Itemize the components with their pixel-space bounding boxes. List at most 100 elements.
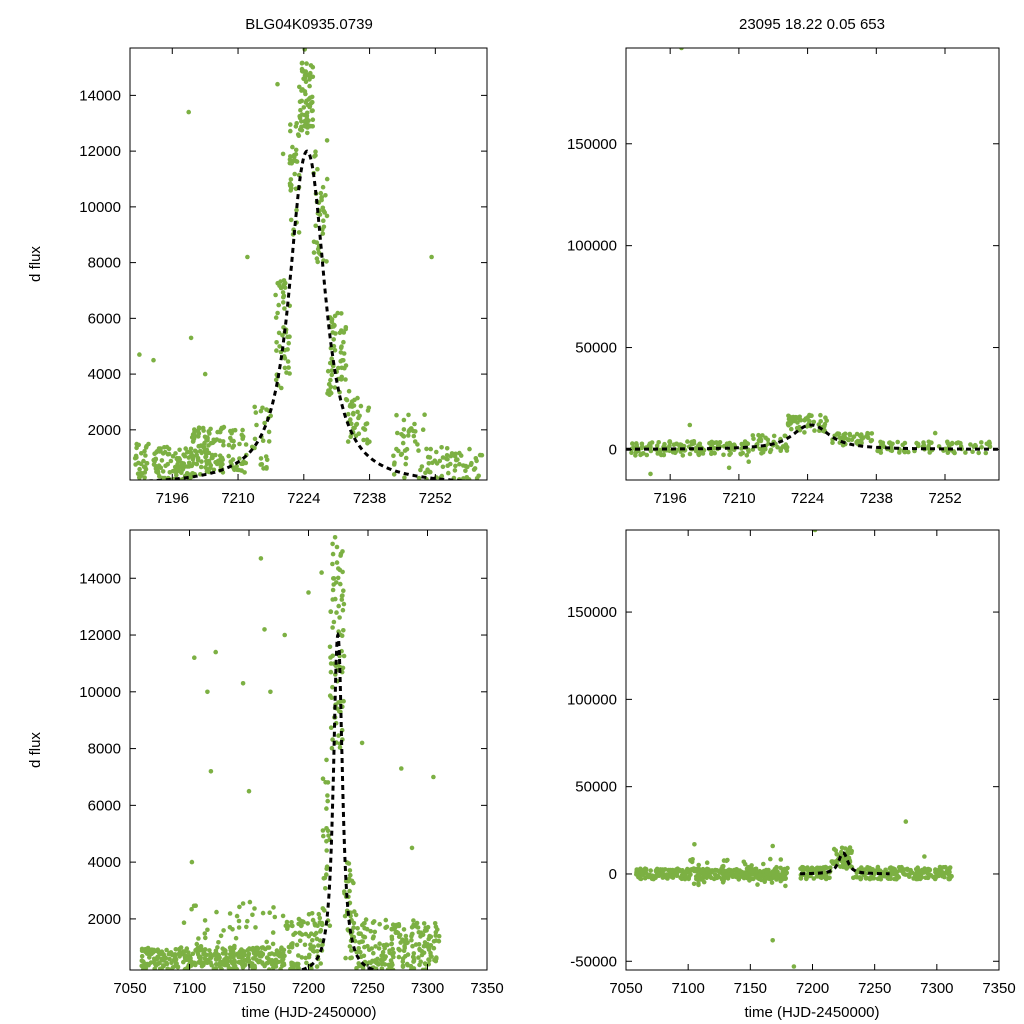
data-point xyxy=(926,443,931,449)
data-point xyxy=(334,610,339,615)
data-point xyxy=(734,867,739,872)
data-point xyxy=(410,943,415,949)
data-point xyxy=(662,443,667,449)
data-point xyxy=(301,105,307,110)
data-point xyxy=(260,438,266,444)
data-point xyxy=(660,868,666,874)
x-tick-label: 7224 xyxy=(287,490,320,507)
data-point xyxy=(768,447,774,453)
data-point xyxy=(282,632,288,638)
data-point xyxy=(180,467,186,472)
data-point xyxy=(194,449,199,455)
data-point xyxy=(946,870,951,876)
data-point xyxy=(281,300,286,305)
data-point xyxy=(317,915,323,921)
data-point xyxy=(341,351,347,356)
data-point xyxy=(444,453,450,458)
data-point xyxy=(680,453,686,458)
data-point xyxy=(306,934,312,939)
x-tick-label: 7100 xyxy=(173,980,206,997)
data-point xyxy=(840,861,846,866)
data-point xyxy=(714,868,720,873)
data-point xyxy=(287,371,292,376)
data-point xyxy=(834,852,839,857)
y-tick-label: 8000 xyxy=(88,741,121,758)
data-point xyxy=(839,849,844,855)
data-point xyxy=(359,740,365,746)
data-point xyxy=(168,458,174,464)
data-point xyxy=(252,964,257,969)
data-point xyxy=(411,918,416,923)
data-point xyxy=(704,860,710,865)
data-point xyxy=(264,939,270,945)
data-point xyxy=(167,470,173,475)
data-point xyxy=(230,457,236,462)
data-point xyxy=(698,877,704,882)
data-point xyxy=(320,205,326,211)
data-point xyxy=(943,447,948,452)
data-point xyxy=(195,455,201,461)
data-point xyxy=(329,356,335,362)
data-point xyxy=(153,463,158,469)
data-point xyxy=(728,442,733,447)
data-point xyxy=(409,925,415,930)
data-point xyxy=(761,861,766,867)
data-point xyxy=(276,330,282,336)
data-point xyxy=(294,121,300,126)
data-point xyxy=(343,955,348,961)
data-point xyxy=(215,945,220,950)
data-point xyxy=(264,465,269,470)
data-point xyxy=(734,872,739,878)
data-point xyxy=(376,946,382,951)
data-point xyxy=(330,653,336,659)
data-point xyxy=(392,925,398,930)
data-point xyxy=(239,954,244,960)
data-point xyxy=(463,463,469,469)
data-point xyxy=(355,395,360,401)
data-point xyxy=(849,437,855,443)
data-point xyxy=(775,444,780,450)
data-point xyxy=(245,959,251,964)
data-point xyxy=(849,848,854,854)
data-point xyxy=(287,160,293,166)
data-point xyxy=(285,923,291,929)
data-point xyxy=(276,302,282,308)
data-point xyxy=(811,419,817,425)
data-point xyxy=(231,466,237,472)
data-point xyxy=(830,440,835,446)
data-point xyxy=(142,961,148,967)
data-point xyxy=(194,941,200,947)
x-tick-label: 7100 xyxy=(671,980,704,997)
data-point xyxy=(368,928,374,934)
data-point xyxy=(769,880,775,885)
data-point xyxy=(330,561,335,567)
data-point xyxy=(426,936,432,942)
y-tick-label: 6000 xyxy=(88,310,121,327)
data-point xyxy=(707,441,712,446)
data-point xyxy=(273,964,279,969)
data-point xyxy=(648,868,653,873)
data-point xyxy=(457,461,462,467)
x-tick-label: 7210 xyxy=(221,490,254,507)
data-point xyxy=(132,455,138,461)
data-point xyxy=(426,461,432,466)
data-point xyxy=(914,440,919,446)
data-point xyxy=(307,952,312,958)
data-point xyxy=(349,399,355,404)
data-point xyxy=(340,607,346,613)
data-point xyxy=(823,415,828,421)
data-point xyxy=(751,436,756,442)
data-point xyxy=(253,410,259,415)
data-point xyxy=(257,953,263,959)
bottom-y-axis-label: d flux xyxy=(27,732,44,768)
data-point xyxy=(410,931,415,937)
data-point xyxy=(687,422,693,428)
bottom-left-x-axis-label: time (HJD-2450000) xyxy=(241,1004,376,1021)
data-point xyxy=(241,459,246,464)
data-point xyxy=(189,906,194,912)
data-point xyxy=(347,944,353,949)
data-point xyxy=(258,556,264,561)
model-fit-curve xyxy=(626,423,999,451)
data-point xyxy=(976,450,981,456)
data-point xyxy=(306,912,312,917)
